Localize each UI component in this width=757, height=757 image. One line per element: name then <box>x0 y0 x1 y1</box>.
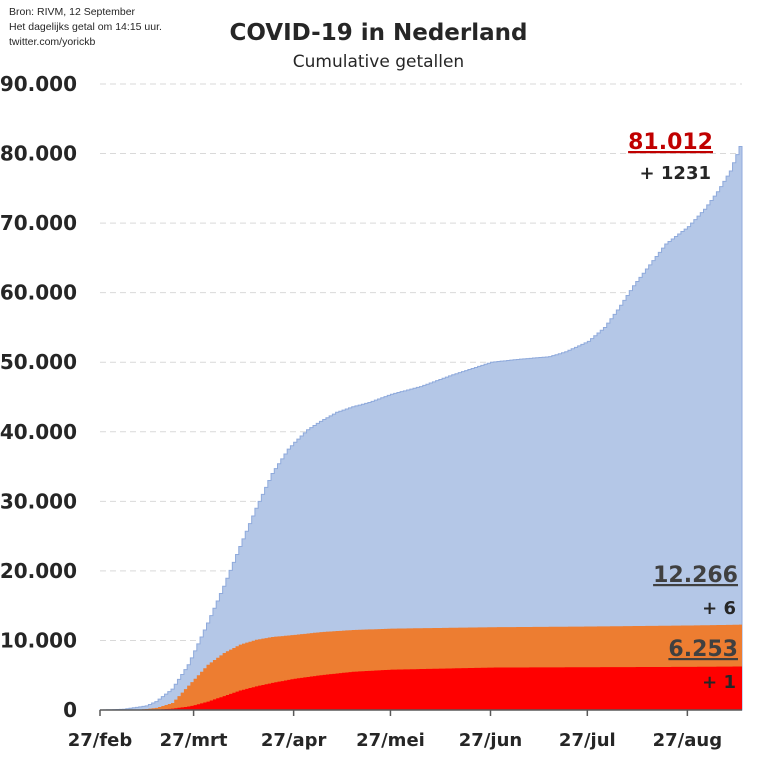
annotation-total-1: 81.012 <box>628 130 713 155</box>
x-tick-label: 27/mrt <box>160 730 228 751</box>
x-tick-label: 27/jul <box>559 730 616 751</box>
annotation-total-3: 6.253 <box>668 637 738 662</box>
y-tick-label: 20.000 <box>0 559 77 583</box>
x-tick-label: 27/mei <box>356 730 425 751</box>
source-line-3: twitter.com/yorickb <box>9 36 96 48</box>
source-line-1: Bron: RIVM, 12 September <box>9 6 136 18</box>
annotation-delta-3: + 1 <box>702 672 736 693</box>
y-tick-label: 50.000 <box>0 350 77 374</box>
annotation-delta-1: + 1231 <box>640 163 711 184</box>
area-series-1 <box>99 146 743 711</box>
y-tick-label: 90.000 <box>0 72 77 96</box>
chart-subtitle: Cumulative getallen <box>292 52 465 72</box>
x-tick-label: 27/apr <box>261 730 327 751</box>
source-line-2: Het dagelijks getal om 14:15 uur. <box>9 21 162 33</box>
y-tick-label: 10.000 <box>0 628 77 652</box>
y-tick-label: 80.000 <box>0 142 77 166</box>
y-tick-label: 60.000 <box>0 281 77 305</box>
annotation-total-2: 12.266 <box>653 563 738 588</box>
y-tick-label: 70.000 <box>0 211 77 235</box>
annotation-delta-2: + 6 <box>702 598 736 619</box>
chart-title: COVID-19 in Nederland <box>229 20 528 46</box>
y-tick-label: 40.000 <box>0 420 77 444</box>
x-tick-label: 27/feb <box>68 730 133 751</box>
y-tick-label: 30.000 <box>0 489 77 513</box>
x-tick-label: 27/aug <box>653 730 722 751</box>
x-tick-label: 27/jun <box>459 730 522 751</box>
area-series-3 <box>100 666 742 710</box>
y-tick-label: 0 <box>63 698 77 722</box>
